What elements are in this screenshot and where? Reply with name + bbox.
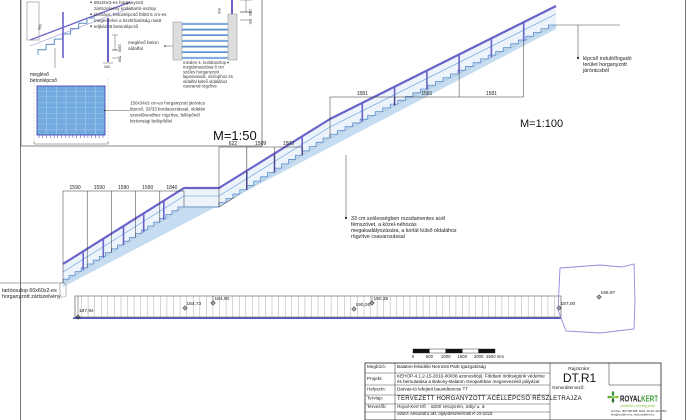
svg-text:500: 500: [37, 24, 43, 31]
svg-text:Helyszín:: Helyszín:: [367, 387, 386, 392]
svg-text:Balaton-felvidéki Nemzeti Park: Balaton-felvidéki Nemzeti Park Igazgatós…: [397, 364, 486, 369]
svg-text:M=1:100: M=1:100: [520, 118, 563, 130]
svg-text:rögzítve csavarozással: rögzítve csavarozással: [351, 234, 405, 240]
svg-text:szerelőrendhez rögzítve, fellé: szerelőrendhez rögzítve, fellépőnél: [130, 113, 200, 118]
svg-text:622: 622: [229, 141, 238, 147]
svg-text:Szücs Alexandra akt. tájépíté: Szücs Alexandra akt. tájépítészmérnök K-…: [397, 411, 493, 416]
svg-text:teljkázott betonlépcső: teljkázott betonlépcső: [94, 24, 139, 29]
svg-text:908: 908: [217, 8, 221, 14]
svg-text:0: 0: [412, 354, 415, 359]
svg-text:80x20x3-es horganyzott: 80x20x3-es horganyzott: [94, 0, 144, 5]
svg-text:zöldebb mindeg jobb: zöldebb mindeg jobb: [619, 404, 655, 408]
svg-text:1840: 1840: [166, 185, 177, 191]
svg-text:1581: 1581: [486, 91, 497, 97]
svg-text:Tel./Fax: (88) 588-588, Mobil:: Tel./Fax: (88) 588-588, Mobil: 06-20/ 44…: [611, 409, 667, 413]
svg-text:járórácsból: járórácsból: [582, 68, 609, 74]
svg-text:187,94: 187,94: [79, 308, 94, 314]
svg-text:ROYALKERT: ROYALKERT: [620, 395, 658, 404]
svg-text:Megbízó:: Megbízó:: [367, 364, 386, 369]
svg-text:184,73: 184,73: [187, 301, 202, 307]
svg-text:1590: 1590: [70, 185, 81, 191]
svg-text:500: 500: [426, 354, 434, 359]
svg-text:1590: 1590: [142, 185, 153, 191]
svg-text:Tervezők:: Tervezők:: [367, 404, 387, 409]
svg-text:KEHOP-4.1.2-15-2016-00038 azon: KEHOP-4.1.2-15-2016-00038 azonosítójú, F…: [397, 374, 545, 379]
svg-text:2500 mm: 2500 mm: [486, 354, 504, 359]
svg-text:csavarral rögzítve: csavarral rögzítve: [183, 84, 218, 89]
svg-text:1500: 1500: [457, 354, 467, 359]
svg-text:1509: 1509: [283, 141, 294, 147]
svg-text:meglévő beton: meglévő beton: [128, 40, 159, 45]
svg-text:DT.R1: DT.R1: [563, 371, 597, 385]
svg-text:1000: 1000: [441, 354, 451, 359]
svg-text:1581: 1581: [357, 91, 368, 97]
svg-text:megemelve a tisztíthatóság mia: megemelve a tisztíthatóság miatt: [94, 18, 162, 23]
svg-text:horganyzott zártszelvény: horganyzott zártszelvény: [2, 294, 61, 300]
svg-text:1590: 1590: [118, 185, 129, 191]
svg-text:Darvas-tó lefejtett bauxidtenc: Darvas-tó lefejtett bauxidtencse TT: [397, 387, 468, 392]
svg-text:340: 340: [104, 65, 110, 69]
svg-text:1300: 1300: [118, 44, 122, 52]
svg-text:lépcső, 33/33 bordaosztással,: lépcső, 33/33 bordaosztással, oldalán: [130, 107, 206, 112]
svg-text:zártszelvény korláttartó-oszlo: zártszelvény korláttartó-oszlop: [94, 6, 156, 11]
svg-text:1509: 1509: [255, 141, 266, 147]
svg-text:járórács, betonlépcső fölött 5: járórács, betonlépcső fölött 5 cm-es: [93, 12, 167, 17]
svg-text:Generáltervező:: Generáltervező:: [552, 385, 585, 390]
svg-text:Royal-Kert Kft. - 8200 Veszp: Royal-Kert Kft. - 8200 Veszprém, Sólyi u…: [397, 404, 486, 409]
svg-text:184,90: 184,90: [215, 296, 230, 302]
svg-text:és bemutatása a Bakony-Balaton: és bemutatása a Bakony-Balaton Geoparkba…: [397, 379, 540, 384]
svg-text:TERVEZETT HORGANYZOTT ACÉLLÉPC: TERVEZETT HORGANYZOTT ACÉLLÉPCSŐ RÉSZLET…: [397, 395, 582, 402]
svg-text:190,35: 190,35: [374, 296, 389, 302]
svg-text:500: 500: [118, 56, 122, 62]
svg-text:190,26: 190,26: [356, 302, 371, 308]
svg-text:Projekt:: Projekt:: [367, 376, 383, 381]
svg-text:biztonsági belépőélel: biztonsági belépőélel: [130, 119, 172, 124]
svg-text:500: 500: [248, 19, 252, 25]
svg-text:Tervlap:: Tervlap:: [367, 396, 383, 401]
svg-text:150x34x3 cm-es horganyzott jár: 150x34x3 cm-es horganyzott járórács: [130, 101, 206, 106]
svg-text:kert@royalkert.hu, www.royalke: kert@royalkert.hu, www.royalkert.hu: [611, 413, 655, 417]
svg-text:1590: 1590: [94, 185, 105, 191]
svg-text:1380: 1380: [248, 9, 252, 16]
svg-text:1581: 1581: [421, 91, 432, 97]
svg-text:2000: 2000: [474, 354, 484, 359]
svg-text:oldalfal: oldalfal: [128, 46, 143, 51]
